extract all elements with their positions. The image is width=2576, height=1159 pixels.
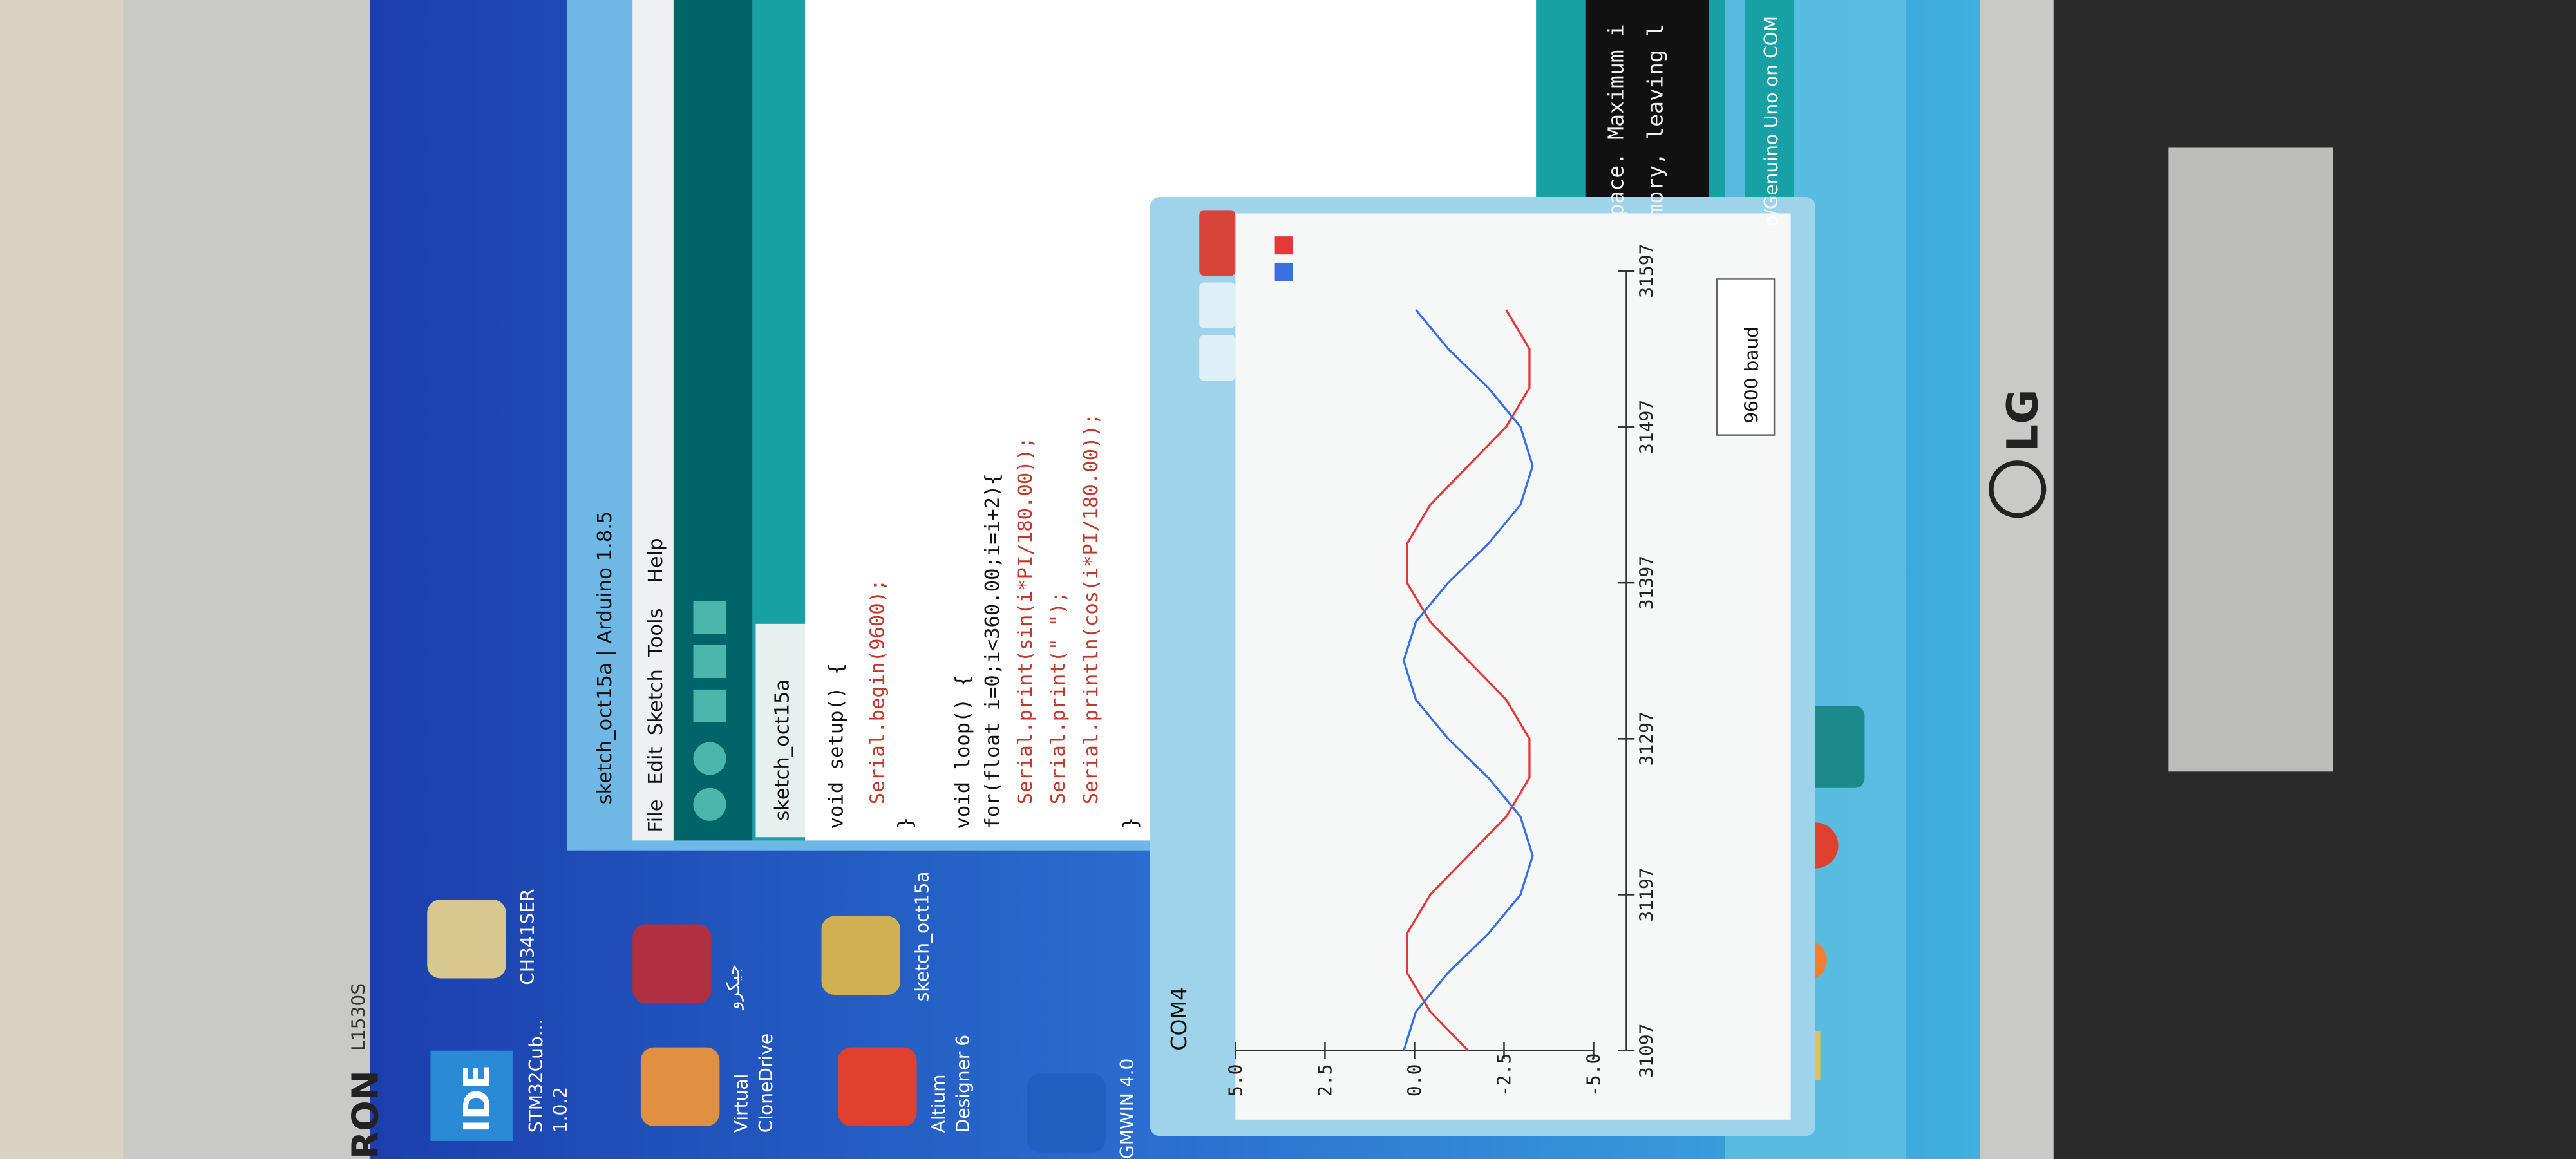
baud-label[interactable]: 9600 baud [1741, 326, 1763, 424]
desktop-icon[interactable] [632, 924, 712, 1003]
plot: 5.0 2.5 0.0 -2.5 -5.0 31097 31197 31297 31397 314… [1226, 236, 1657, 1097]
console-line: pace. Maximum i [1603, 24, 1628, 216]
legend-swatch [1274, 262, 1293, 281]
code-line: Serial.print(sin(i*PI/180.00)); [1014, 437, 1037, 804]
icon-label: Altium [928, 1074, 949, 1133]
series-line [1403, 309, 1534, 1051]
close-button[interactable] [1199, 210, 1236, 276]
x-tick-label: 31497 [1636, 400, 1657, 454]
verify-button[interactable] [693, 787, 726, 821]
desktop-icon[interactable] [1027, 1073, 1106, 1153]
icon-label: 1.0.2 [550, 1087, 571, 1133]
icon-label: Virtual [731, 1074, 752, 1133]
code-line: } [895, 817, 917, 829]
menu-item[interactable]: File [645, 799, 667, 832]
monitor-brand: RON [345, 1070, 387, 1159]
x-tick-label: 31597 [1636, 243, 1657, 297]
lg-logo-mark [1989, 460, 2047, 518]
upload-button[interactable] [693, 742, 726, 775]
code-line: Serial.print(" "); [1047, 591, 1070, 804]
series-line [1406, 309, 1531, 1051]
monitor-model: L1530S [348, 983, 369, 1051]
toolbar-buttons [693, 601, 726, 821]
menu-bar [632, 0, 674, 841]
plotter-title: COM4 [1166, 987, 1191, 1051]
new-button[interactable] [693, 689, 726, 722]
legend-swatch [1274, 236, 1293, 255]
monitor-logo: LG [1997, 389, 2047, 451]
save-button[interactable] [693, 601, 726, 634]
window-title: sketch_oct15a | Arduino 1.8.5 [594, 511, 616, 805]
code-line: } [1119, 817, 1142, 829]
y-tick-label: -5.0 [1584, 1053, 1605, 1097]
menu-item[interactable]: Help [645, 538, 667, 583]
open-button[interactable] [693, 645, 726, 678]
console-line: mory, leaving l [1643, 24, 1668, 216]
tab-label[interactable]: sketch_oct15a [771, 679, 793, 821]
status-bar [1745, 0, 1794, 230]
code-line: void loop() { [952, 675, 974, 829]
y-tick-label: -2.5 [1494, 1053, 1515, 1097]
code-line: Serial.println(cos(i*PI/180.00)); [1080, 413, 1103, 805]
console [1585, 0, 1709, 222]
icon-label: جيكرو [723, 965, 744, 1011]
icon-label: CH341SER [517, 889, 538, 985]
y-tick-label: 5.0 [1226, 1064, 1247, 1097]
x-tick-label: 31397 [1636, 556, 1657, 610]
icon-label: STM32Cub... [526, 1019, 547, 1133]
minimize-button[interactable] [1199, 335, 1236, 381]
desktop-icon[interactable] [821, 916, 900, 995]
desktop-icon[interactable] [427, 900, 506, 979]
icon-label: CloneDrive [755, 1033, 777, 1133]
status-text: o/Genuino Uno on COM [1761, 16, 1782, 227]
desktop-icon[interactable] [640, 1047, 720, 1127]
icon-label: sketch_oct15a [911, 872, 933, 1002]
x-tick-label: 31297 [1636, 711, 1657, 766]
ide-icon[interactable] [430, 1050, 513, 1141]
menu-item[interactable]: Edit [645, 746, 667, 784]
y-tick-label: 0.0 [1405, 1064, 1426, 1097]
ide-badge: IDE [457, 1064, 498, 1133]
icon-label: Designer 6 [952, 1035, 974, 1133]
y-tick-label: 2.5 [1315, 1064, 1336, 1097]
maximize-button[interactable] [1199, 282, 1236, 328]
stand-panel [2168, 147, 2333, 772]
code-line: void setup() { [826, 663, 848, 829]
baud-dropdown[interactable] [1716, 278, 1776, 436]
menu-item[interactable]: Tools [645, 608, 667, 657]
desktop-icon[interactable] [838, 1047, 917, 1127]
tab[interactable] [755, 623, 805, 838]
menu-item[interactable]: Sketch [645, 669, 667, 735]
plot-area [1235, 213, 1791, 1120]
icon-label: GMWIN 4.0 [1117, 1059, 1138, 1159]
x-tick-label: 31097 [1636, 1024, 1657, 1078]
x-tick-label: 31197 [1636, 867, 1657, 921]
code-line: for(float i=0;i<360.00;i=i+2){ [981, 473, 1004, 829]
code-line: Serial.begin(9600); [866, 579, 889, 804]
